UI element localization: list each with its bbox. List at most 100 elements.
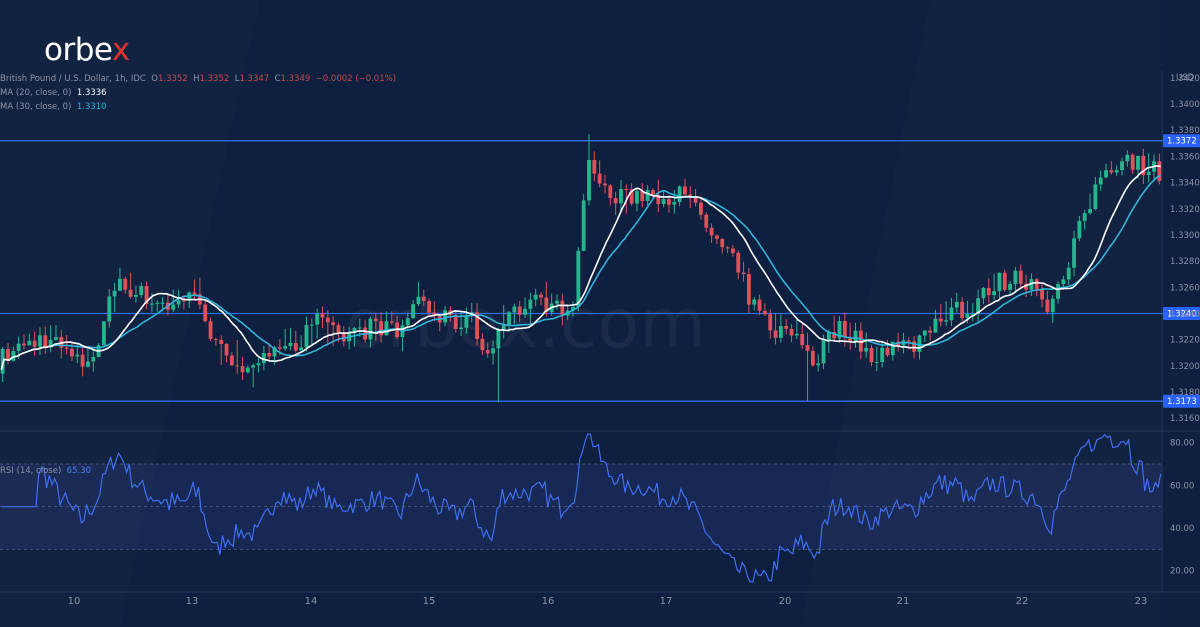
rsi-legend: RSI (14, close) 65.30 — [0, 466, 91, 476]
price-tick-label: 1.3320 — [1170, 205, 1200, 215]
candle-body — [38, 335, 42, 347]
candle — [997, 272, 1002, 299]
candle-body — [821, 340, 826, 364]
candle-body — [411, 304, 416, 319]
candle-body — [949, 307, 954, 321]
candle-body — [1040, 288, 1044, 300]
candle — [832, 315, 837, 341]
candle — [539, 292, 543, 306]
candle — [837, 315, 842, 343]
candle — [325, 310, 330, 346]
candle-body — [309, 324, 314, 326]
time-tick-label: 13 — [186, 596, 199, 607]
symbol-name: British Pound / U.S. Dollar, 1h, IDC — [0, 74, 146, 84]
candle-body — [640, 190, 645, 202]
ma20-legend: MA (20, close, 0) 1.3336 — [0, 86, 396, 100]
candle-body — [704, 214, 709, 228]
ma20-line — [0, 165, 1161, 371]
candle-body — [757, 299, 762, 311]
candle-body — [810, 350, 815, 366]
candle-body — [832, 332, 837, 339]
candle-body — [144, 286, 149, 305]
candle — [981, 286, 986, 305]
logo-x: x — [111, 32, 130, 68]
candle-body — [736, 252, 741, 273]
candle-body — [70, 348, 74, 357]
candle-body — [299, 347, 304, 351]
candle — [283, 328, 288, 351]
candle-body — [75, 354, 80, 357]
candle — [976, 289, 981, 323]
ma30-label: MA (30, close, 0) — [0, 102, 72, 112]
candle-body — [261, 353, 266, 364]
candle-body — [624, 189, 629, 191]
candle-body — [507, 312, 511, 326]
candle — [992, 273, 997, 300]
candle-body — [922, 330, 927, 336]
candle-body — [453, 315, 458, 329]
candle — [1104, 163, 1108, 179]
candle-body — [528, 299, 533, 309]
time-tick-label: 22 — [1016, 596, 1029, 607]
candle — [507, 310, 511, 333]
candle — [810, 346, 815, 368]
candle-body — [533, 294, 538, 300]
candle — [1018, 264, 1023, 288]
candle — [38, 327, 42, 355]
candle — [629, 183, 634, 206]
candle — [54, 325, 58, 341]
candle — [64, 334, 69, 355]
candle — [603, 174, 607, 194]
candle-body — [48, 339, 53, 348]
candle-body — [181, 300, 186, 302]
candle — [672, 189, 677, 214]
candle — [1008, 280, 1013, 296]
price-tick-label: 1.3340 — [1170, 179, 1200, 189]
candle — [112, 282, 117, 313]
candle-body — [981, 287, 986, 299]
candle — [1114, 165, 1119, 176]
candle — [1093, 176, 1098, 211]
time-tick-label: 10 — [68, 596, 81, 607]
candle — [619, 179, 623, 212]
candle-body — [725, 247, 730, 249]
time-tick-label: 16 — [542, 596, 555, 607]
candle-body — [997, 272, 1002, 292]
price-tick-label: 1.3200 — [1170, 362, 1200, 372]
candle-body — [1104, 170, 1108, 178]
high-label: H — [193, 74, 200, 84]
candle-body — [325, 317, 330, 323]
candle-body — [459, 327, 463, 329]
candle — [800, 321, 805, 350]
candle — [635, 189, 639, 212]
candle — [240, 357, 245, 380]
candle — [352, 327, 357, 347]
candle — [778, 314, 783, 343]
candle-body — [800, 333, 805, 346]
candle — [789, 324, 794, 342]
candle-body — [192, 292, 197, 295]
candle — [480, 333, 485, 355]
candle — [213, 337, 218, 346]
candle — [821, 334, 826, 370]
candle — [1066, 261, 1071, 285]
candle-body — [416, 296, 421, 305]
candle — [917, 334, 922, 360]
candle-body — [1024, 283, 1028, 290]
candle-body — [277, 347, 282, 349]
level-label-bg — [1163, 134, 1200, 148]
candle-body — [837, 321, 842, 339]
candle-body — [160, 302, 165, 304]
rsi-tick-label: 40.00 — [1170, 524, 1194, 534]
candle — [880, 341, 885, 368]
candle-body — [245, 367, 250, 373]
candle-body — [794, 333, 799, 336]
ohlc-row: British Pound / U.S. Dollar, 1h, IDC O1.… — [0, 72, 396, 86]
candle-body — [869, 347, 874, 363]
candle-body — [134, 294, 138, 297]
candle — [885, 339, 890, 357]
candle-body — [587, 159, 591, 201]
candle-body — [789, 328, 794, 336]
candle-body — [629, 189, 634, 204]
